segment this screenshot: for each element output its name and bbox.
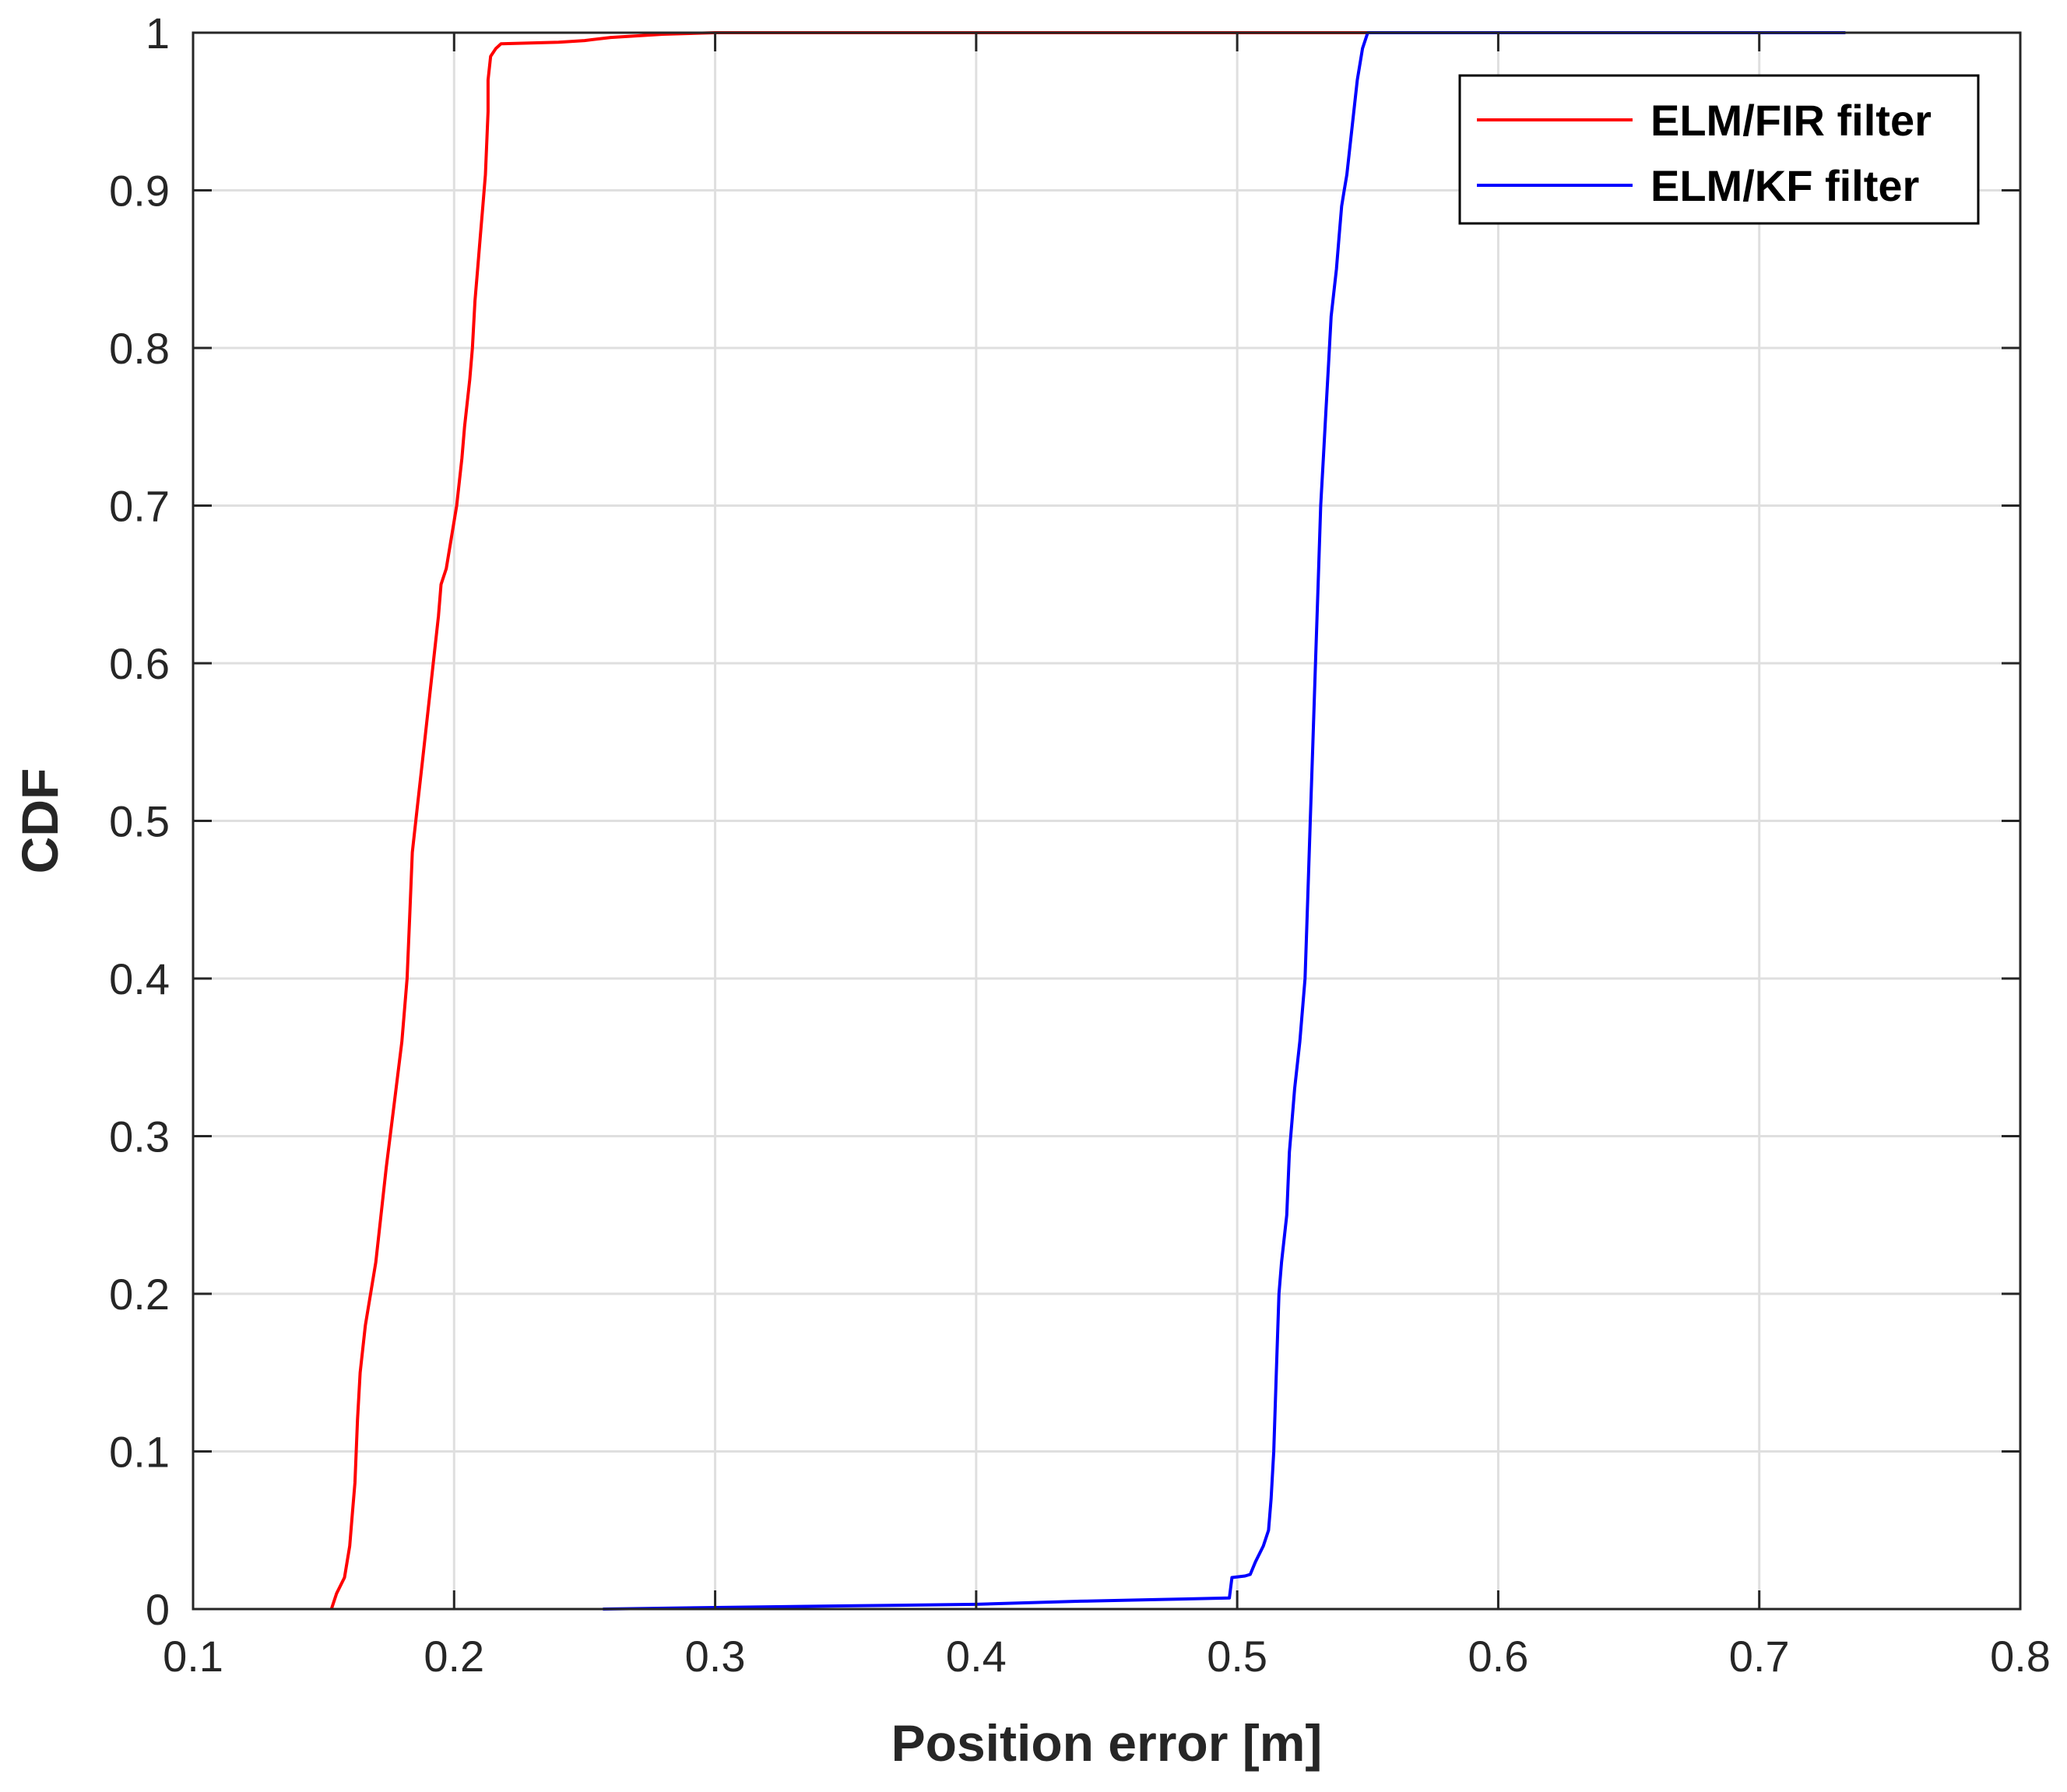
x-axis-title: Position error [m] (891, 1714, 1323, 1772)
x-tick-label: 0.8 (1990, 1632, 2051, 1681)
y-axis-title: CDF (11, 768, 69, 874)
series-line-elm-kf (603, 31, 1846, 1611)
x-tick-label: 0.5 (1207, 1632, 1267, 1681)
x-tick-label: 0.3 (685, 1632, 746, 1681)
legend-box (1458, 74, 1980, 225)
x-tick-label: 0.4 (946, 1632, 1007, 1681)
x-tick-label: 0.2 (424, 1632, 484, 1681)
x-tick-label: 0.7 (1729, 1632, 1790, 1681)
legend-label-elm-kf: ELM/KF filter (1650, 161, 1919, 210)
tick-marks (192, 31, 2022, 1611)
y-tick-label: 0.5 (109, 797, 170, 846)
legend: ELM/FIR filter ELM/KF filter (1458, 74, 1980, 225)
series-line-elm-fir (329, 31, 1368, 1610)
y-tick-label: 0.1 (109, 1428, 170, 1477)
y-tick-label: 0.7 (109, 482, 170, 531)
y-tick-label: 0 (146, 1585, 170, 1634)
y-tick-label: 0.6 (109, 639, 170, 688)
series-lines (329, 31, 1846, 1611)
y-tick-label: 0.9 (109, 167, 170, 216)
x-tick-label: 0.6 (1468, 1632, 1528, 1681)
x-tick-labels: 0.1 0.2 0.3 0.4 0.5 0.6 0.7 0.8 (163, 1632, 2051, 1681)
y-tick-label: 0.2 (109, 1270, 170, 1319)
y-tick-label: 1 (146, 9, 170, 58)
y-tick-labels: 0 0.1 0.2 0.3 0.4 0.5 0.6 0.7 0.8 0.9 1 (109, 9, 170, 1634)
y-tick-label: 0.3 (109, 1112, 170, 1161)
y-tick-label: 0.4 (109, 954, 170, 1003)
y-tick-label: 0.8 (109, 324, 170, 373)
grid-lines (193, 33, 2020, 1609)
legend-label-elm-fir: ELM/FIR filter (1650, 96, 1932, 145)
x-tick-label: 0.1 (163, 1632, 223, 1681)
